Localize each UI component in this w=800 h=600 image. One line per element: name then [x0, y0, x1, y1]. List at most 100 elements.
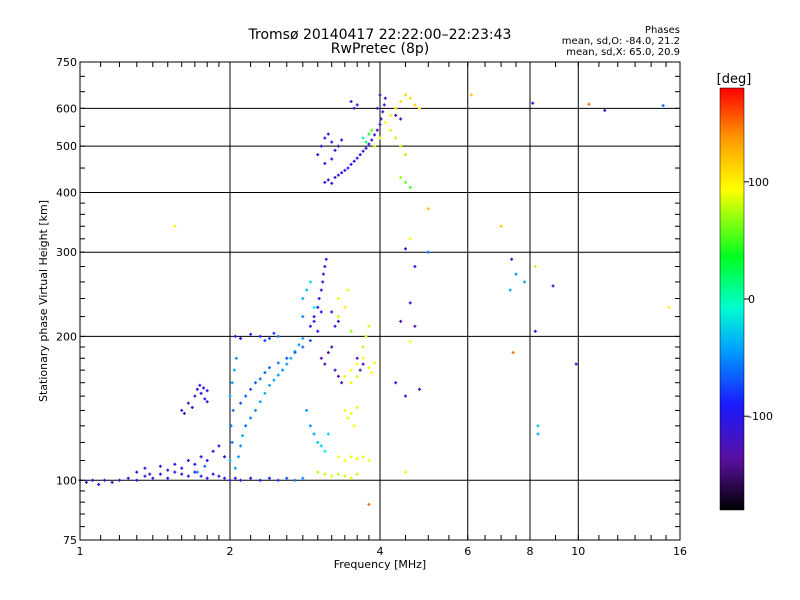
- data-point: [413, 103, 417, 107]
- data-point: [508, 288, 512, 292]
- data-point: [333, 368, 337, 372]
- data-point: [408, 237, 412, 241]
- data-point: [361, 356, 365, 360]
- data-point: [205, 389, 209, 393]
- data-point: [536, 424, 540, 428]
- data-point: [316, 440, 320, 444]
- data-point: [326, 351, 330, 355]
- data-point: [399, 319, 403, 323]
- y-tick-label: 300: [56, 246, 77, 259]
- data-point: [336, 144, 340, 148]
- data-point: [272, 378, 276, 382]
- data-point: [349, 455, 353, 459]
- data-point: [158, 464, 162, 468]
- data-point: [336, 374, 340, 378]
- data-point: [258, 478, 262, 482]
- data-point: [186, 474, 190, 478]
- data-point: [333, 324, 337, 328]
- data-point: [349, 100, 353, 104]
- data-point: [510, 257, 514, 261]
- data-point: [336, 455, 340, 459]
- data-point: [367, 132, 371, 136]
- data-point: [258, 377, 262, 381]
- phase-note-o: mean, sd,O: -84.0, 21.2: [562, 36, 680, 47]
- data-point: [333, 175, 337, 179]
- data-point: [340, 171, 344, 175]
- data-point: [352, 106, 356, 110]
- data-point: [323, 449, 327, 453]
- data-point: [308, 339, 312, 343]
- data-point: [403, 247, 407, 251]
- data-point: [403, 180, 407, 184]
- data-point: [297, 343, 301, 347]
- y-tick-label: 400: [56, 186, 77, 199]
- phase-note-x: mean, sd,X: 65.0, 20.9: [566, 47, 680, 58]
- data-point: [173, 470, 177, 474]
- data-point: [408, 185, 412, 189]
- data-point: [317, 297, 321, 301]
- data-point: [143, 474, 147, 478]
- data-point: [355, 103, 359, 107]
- data-point: [193, 470, 197, 474]
- data-point: [373, 144, 377, 148]
- data-point: [383, 96, 387, 100]
- data-point: [343, 458, 347, 462]
- data-point: [355, 472, 359, 476]
- data-point: [343, 305, 347, 309]
- data-point: [367, 142, 371, 146]
- data-point: [370, 138, 374, 142]
- data-point: [352, 159, 356, 163]
- data-point: [533, 329, 537, 333]
- data-points: [78, 93, 671, 506]
- data-point: [205, 458, 209, 462]
- data-point: [267, 476, 271, 480]
- data-point: [180, 466, 184, 470]
- x-tick-label: 2: [227, 545, 234, 558]
- data-point: [373, 133, 377, 137]
- data-point: [312, 432, 316, 436]
- data-point: [394, 106, 398, 110]
- data-point: [349, 381, 353, 385]
- data-point: [403, 153, 407, 157]
- data-point: [323, 265, 327, 269]
- data-point: [267, 336, 271, 340]
- data-point: [230, 440, 234, 444]
- data-point: [285, 476, 289, 480]
- data-point: [166, 476, 170, 480]
- data-point: [343, 168, 347, 172]
- y-axis-label: Stationary phase Virtual Height [km]: [37, 200, 50, 402]
- data-point: [231, 408, 235, 412]
- data-point: [343, 374, 347, 378]
- data-point: [173, 224, 177, 228]
- data-point: [180, 472, 184, 476]
- data-point: [417, 387, 421, 391]
- data-point: [323, 472, 327, 476]
- data-point: [249, 476, 253, 480]
- data-point: [276, 478, 280, 482]
- data-point: [203, 397, 207, 401]
- data-point: [244, 394, 248, 398]
- data-point: [367, 458, 371, 462]
- data-point: [340, 381, 344, 385]
- data-point: [375, 128, 379, 132]
- data-point: [511, 351, 515, 355]
- data-point: [382, 103, 386, 107]
- y-tick-label: 100: [56, 474, 77, 487]
- data-point: [316, 153, 320, 157]
- data-point: [378, 93, 382, 97]
- chart-title: Tromsø 20140417 22:22:00–22:23:43: [248, 27, 512, 43]
- data-point: [394, 381, 398, 385]
- data-point: [355, 405, 359, 409]
- data-point: [403, 93, 407, 97]
- data-point: [349, 411, 353, 415]
- x-tick-label: 1: [77, 545, 84, 558]
- x-tick-label: 6: [464, 545, 471, 558]
- data-point: [110, 480, 114, 484]
- data-point: [233, 476, 237, 480]
- data-point: [305, 408, 309, 412]
- data-point: [531, 101, 535, 105]
- data-point: [135, 478, 139, 482]
- data-point: [312, 319, 316, 323]
- data-point: [217, 444, 221, 448]
- colorbar-unit-label: [deg]: [717, 72, 752, 87]
